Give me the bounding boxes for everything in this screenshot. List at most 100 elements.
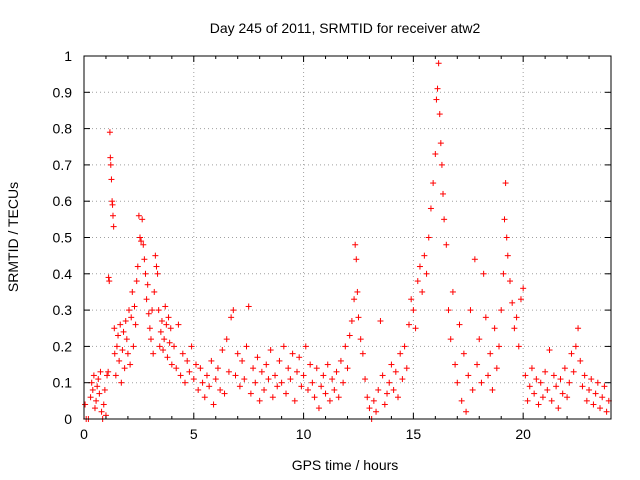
data-point xyxy=(441,216,448,223)
data-point xyxy=(588,376,595,383)
data-point xyxy=(542,368,549,375)
data-point xyxy=(421,252,428,259)
y-tick-labels: 0 0.1 0.2 0.3 0.4 0.5 0.6 0.7 0.8 0.9 1 xyxy=(53,48,73,427)
data-point xyxy=(263,361,270,368)
data-point xyxy=(87,394,94,401)
data-point xyxy=(419,288,426,295)
data-point xyxy=(140,241,147,248)
data-point xyxy=(460,350,467,357)
data-point xyxy=(329,376,336,383)
data-point xyxy=(513,314,520,321)
data-point xyxy=(434,85,441,92)
data-point xyxy=(97,368,104,375)
data-point xyxy=(568,350,575,357)
data-point xyxy=(524,397,531,404)
data-point xyxy=(603,408,610,415)
data-point xyxy=(164,354,171,361)
data-point xyxy=(577,357,584,364)
grid-lines xyxy=(84,56,611,419)
data-point xyxy=(395,394,402,401)
data-point xyxy=(436,111,443,118)
data-point xyxy=(463,408,470,415)
data-point xyxy=(254,354,261,361)
data-point xyxy=(175,321,182,328)
data-point xyxy=(94,383,101,390)
data-point xyxy=(258,368,265,375)
data-point xyxy=(302,343,309,350)
data-point xyxy=(456,321,463,328)
y-tick-label: 0.7 xyxy=(53,157,73,173)
data-point xyxy=(138,238,145,245)
data-point xyxy=(243,343,250,350)
data-point xyxy=(192,361,199,368)
data-point xyxy=(261,386,268,393)
data-point xyxy=(109,201,116,208)
data-point xyxy=(124,350,131,357)
data-point xyxy=(581,372,588,379)
data-point xyxy=(256,397,263,404)
data-point xyxy=(599,394,606,401)
data-point xyxy=(331,386,338,393)
data-point xyxy=(287,376,294,383)
y-tick-label: 0.4 xyxy=(53,266,73,282)
data-point xyxy=(98,408,105,415)
data-point xyxy=(89,386,96,393)
plot-frame xyxy=(83,55,612,420)
y-axis-label: SRMTID / TECUs xyxy=(5,182,21,292)
data-point xyxy=(82,401,89,408)
data-point xyxy=(493,365,500,372)
data-point xyxy=(528,365,535,372)
data-point xyxy=(355,314,362,321)
data-point xyxy=(304,386,311,393)
data-point xyxy=(117,321,124,328)
data-point xyxy=(311,394,318,401)
data-point xyxy=(150,350,157,357)
data-point xyxy=(447,336,454,343)
y-tick-label: 0.6 xyxy=(53,193,73,209)
data-point xyxy=(437,140,444,147)
data-point xyxy=(298,383,305,390)
data-point xyxy=(291,397,298,404)
data-point xyxy=(228,314,235,321)
data-point xyxy=(443,241,450,248)
data-point xyxy=(515,343,522,350)
data-point xyxy=(129,288,136,295)
data-point xyxy=(135,212,142,219)
data-point xyxy=(412,325,419,332)
data-point xyxy=(143,296,150,303)
data-point xyxy=(452,361,459,368)
data-point xyxy=(232,372,239,379)
data-point xyxy=(163,321,170,328)
data-point xyxy=(152,252,159,259)
data-point xyxy=(384,390,391,397)
data-point xyxy=(104,372,111,379)
data-point xyxy=(487,350,494,357)
data-point xyxy=(344,365,351,372)
data-point xyxy=(236,383,243,390)
data-point xyxy=(147,336,154,343)
data-point xyxy=(381,401,388,408)
data-point xyxy=(128,314,135,321)
y-tick-label: 0.5 xyxy=(53,230,73,246)
data-point xyxy=(590,401,597,408)
data-point xyxy=(489,386,496,393)
data-point xyxy=(474,361,481,368)
data-point xyxy=(186,368,193,375)
data-point xyxy=(285,365,292,372)
data-point xyxy=(126,307,133,314)
data-point xyxy=(503,234,510,241)
data-point xyxy=(544,386,551,393)
data-point xyxy=(352,241,359,248)
data-point xyxy=(267,347,274,354)
data-point xyxy=(217,386,224,393)
y-tick-label: 1 xyxy=(64,48,72,64)
data-point xyxy=(366,405,373,412)
data-point xyxy=(289,350,296,357)
data-point xyxy=(427,205,434,212)
data-point xyxy=(93,397,100,404)
y-tick-label: 0 xyxy=(64,411,72,427)
data-point xyxy=(500,270,507,277)
data-point xyxy=(95,376,102,383)
data-point xyxy=(101,386,108,393)
